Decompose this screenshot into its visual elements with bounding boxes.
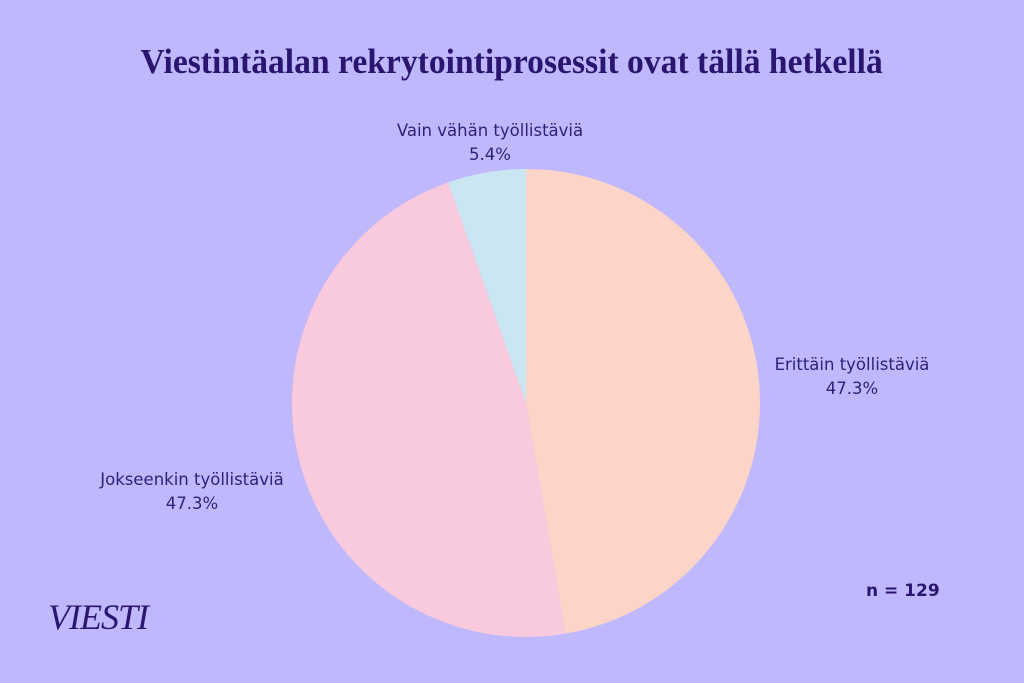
slice-label-text: Jokseenkin työllistäviä	[100, 470, 284, 489]
slice-label-jokseenkin: Jokseenkin työllistäviä 47.3%	[78, 468, 306, 516]
chart-title-text: Viestintäalan rekrytointiprosessit ovat …	[140, 42, 884, 81]
slice-label-text: Vain vähän työllistäviä	[396, 121, 584, 140]
viesti-logo: VIESTI	[48, 597, 149, 637]
pie-slice	[448, 169, 526, 403]
slice-value-text: 47.3%	[165, 494, 219, 513]
chart-title: Viestintäalan rekrytointiprosessit ovat …	[0, 42, 1024, 82]
slice-label-erittain: Erittäin työllistäviä 47.3%	[752, 353, 952, 401]
pie-slice	[526, 169, 761, 634]
pie-slice	[291, 182, 566, 637]
sample-size-label: n = 129	[866, 581, 940, 601]
slice-label-vain-vahan: Vain vähän työllistäviä 5.4%	[363, 119, 617, 167]
slice-label-text: Erittäin työllistäviä	[774, 355, 930, 374]
slice-value-text: 5.4%	[469, 145, 511, 164]
slice-value-text: 47.3%	[825, 379, 879, 398]
